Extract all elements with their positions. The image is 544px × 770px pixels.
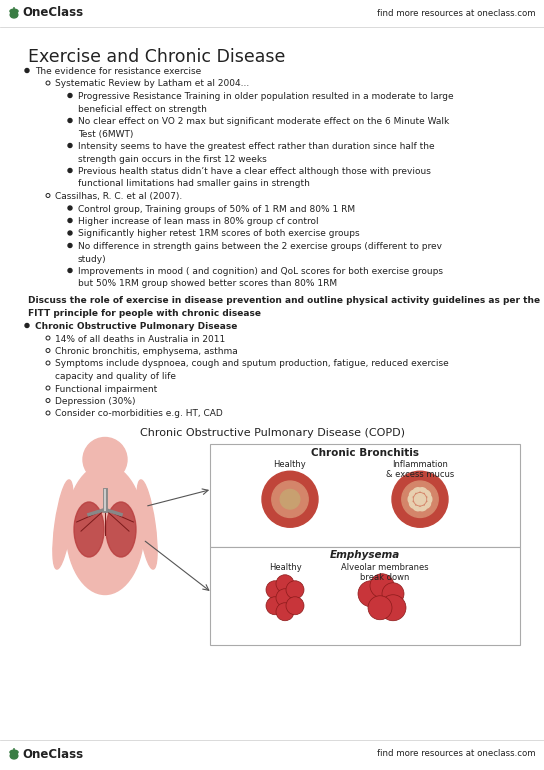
Circle shape — [68, 269, 72, 273]
Text: strength gain occurs in the first 12 weeks: strength gain occurs in the first 12 wee… — [78, 155, 267, 163]
Text: find more resources at oneclass.com: find more resources at oneclass.com — [378, 749, 536, 758]
Ellipse shape — [10, 9, 18, 13]
Circle shape — [276, 603, 294, 621]
Text: but 50% 1RM group showed better scores than 80% 1RM: but 50% 1RM group showed better scores t… — [78, 280, 337, 289]
Text: study): study) — [78, 255, 107, 263]
Circle shape — [266, 581, 284, 599]
Circle shape — [68, 119, 72, 122]
Text: Exercise and Chronic Disease: Exercise and Chronic Disease — [28, 48, 286, 66]
Text: Emphysema: Emphysema — [330, 551, 400, 561]
Text: OneClass: OneClass — [22, 6, 83, 19]
Circle shape — [370, 574, 394, 598]
Ellipse shape — [10, 752, 18, 759]
Text: Functional impairment: Functional impairment — [55, 384, 157, 393]
Text: Chronic bronchitis, emphysema, asthma: Chronic bronchitis, emphysema, asthma — [55, 347, 238, 356]
Circle shape — [392, 471, 448, 527]
Circle shape — [402, 481, 438, 517]
Ellipse shape — [10, 12, 18, 18]
Text: Healthy: Healthy — [274, 460, 306, 469]
Circle shape — [276, 574, 294, 593]
Ellipse shape — [53, 480, 73, 569]
Ellipse shape — [410, 502, 415, 508]
Ellipse shape — [408, 496, 412, 503]
Text: Chronic Bronchitis: Chronic Bronchitis — [311, 448, 419, 458]
Text: Cassilhas, R. C. et al (2007).: Cassilhas, R. C. et al (2007). — [55, 192, 182, 201]
Text: Control group, Training groups of 50% of 1 RM and 80% 1 RM: Control group, Training groups of 50% of… — [78, 205, 355, 213]
Circle shape — [68, 93, 72, 98]
Ellipse shape — [425, 502, 430, 508]
Circle shape — [25, 69, 29, 72]
Ellipse shape — [74, 502, 104, 557]
Text: Intensity seems to have the greatest effect rather than duration since half the: Intensity seems to have the greatest eff… — [78, 142, 435, 151]
Circle shape — [358, 581, 384, 607]
Circle shape — [262, 471, 318, 527]
Ellipse shape — [66, 464, 144, 594]
Text: No clear effect on VO 2 max but significant moderate effect on the 6 Minute Walk: No clear effect on VO 2 max but signific… — [78, 117, 449, 126]
Ellipse shape — [428, 496, 432, 503]
Circle shape — [83, 437, 127, 481]
Text: OneClass: OneClass — [22, 748, 83, 761]
Ellipse shape — [10, 750, 18, 755]
Text: Improvements in mood ( and cognition) and QoL scores for both exercise groups: Improvements in mood ( and cognition) an… — [78, 267, 443, 276]
Text: Higher increase of lean mass in 80% group cf control: Higher increase of lean mass in 80% grou… — [78, 217, 319, 226]
Circle shape — [276, 589, 294, 607]
Circle shape — [286, 581, 304, 599]
FancyBboxPatch shape — [210, 547, 520, 645]
Text: Consider co-morbidities e.g. HT, CAD: Consider co-morbidities e.g. HT, CAD — [55, 410, 222, 419]
Text: No difference in strength gains between the 2 exercise groups (different to prev: No difference in strength gains between … — [78, 242, 442, 251]
Text: Healthy: Healthy — [269, 563, 301, 571]
Circle shape — [266, 597, 284, 614]
Text: FITT principle for people with chronic disease: FITT principle for people with chronic d… — [28, 309, 261, 317]
Circle shape — [382, 583, 404, 604]
Ellipse shape — [413, 507, 421, 511]
Ellipse shape — [419, 507, 426, 511]
Text: Discuss the role of exercise in disease prevention and outline physical activity: Discuss the role of exercise in disease … — [28, 296, 540, 305]
Circle shape — [68, 231, 72, 235]
Text: Alveolar membranes
break down: Alveolar membranes break down — [341, 563, 429, 582]
Circle shape — [68, 219, 72, 223]
Text: Chronic Obstructive Pulmonary Disease: Chronic Obstructive Pulmonary Disease — [35, 322, 237, 331]
Text: Inflammation
& excess mucus: Inflammation & excess mucus — [386, 460, 454, 480]
Text: Previous health status didn’t have a clear effect although those with previous: Previous health status didn’t have a cle… — [78, 167, 431, 176]
Ellipse shape — [410, 490, 415, 497]
Circle shape — [415, 494, 425, 505]
Text: Progressive Resistance Training in older population resulted in a moderate to la: Progressive Resistance Training in older… — [78, 92, 454, 101]
Text: capacity and quality of life: capacity and quality of life — [55, 372, 176, 381]
Text: 14% of all deaths in Australia in 2011: 14% of all deaths in Australia in 2011 — [55, 334, 225, 343]
Text: Depression (30%): Depression (30%) — [55, 397, 135, 406]
Text: Significantly higher retest 1RM scores of both exercise groups: Significantly higher retest 1RM scores o… — [78, 229, 360, 239]
Ellipse shape — [413, 487, 421, 492]
Circle shape — [68, 143, 72, 148]
Circle shape — [68, 206, 72, 210]
Text: functional limitations had smaller gains in strength: functional limitations had smaller gains… — [78, 179, 310, 189]
Circle shape — [280, 490, 300, 509]
Ellipse shape — [419, 487, 426, 492]
FancyBboxPatch shape — [210, 444, 520, 547]
Circle shape — [368, 596, 392, 620]
Text: beneficial effect on strength: beneficial effect on strength — [78, 105, 207, 113]
Circle shape — [286, 597, 304, 614]
Circle shape — [68, 169, 72, 172]
Ellipse shape — [425, 490, 430, 497]
Ellipse shape — [106, 502, 136, 557]
Text: Test (6MWT): Test (6MWT) — [78, 129, 133, 139]
Text: Chronic Obstructive Pulmonary Disease (COPD): Chronic Obstructive Pulmonary Disease (C… — [139, 428, 405, 438]
Text: find more resources at oneclass.com: find more resources at oneclass.com — [378, 8, 536, 18]
Circle shape — [68, 243, 72, 247]
Ellipse shape — [137, 480, 157, 569]
Text: The evidence for resistance exercise: The evidence for resistance exercise — [35, 67, 201, 76]
Text: Symptoms include dyspnoea, cough and sputum production, fatigue, reduced exercis: Symptoms include dyspnoea, cough and spu… — [55, 360, 449, 369]
Circle shape — [380, 594, 406, 621]
Circle shape — [25, 323, 29, 327]
Text: Systematic Review by Latham et al 2004...: Systematic Review by Latham et al 2004..… — [55, 79, 249, 89]
FancyBboxPatch shape — [98, 464, 112, 481]
Circle shape — [272, 481, 308, 517]
